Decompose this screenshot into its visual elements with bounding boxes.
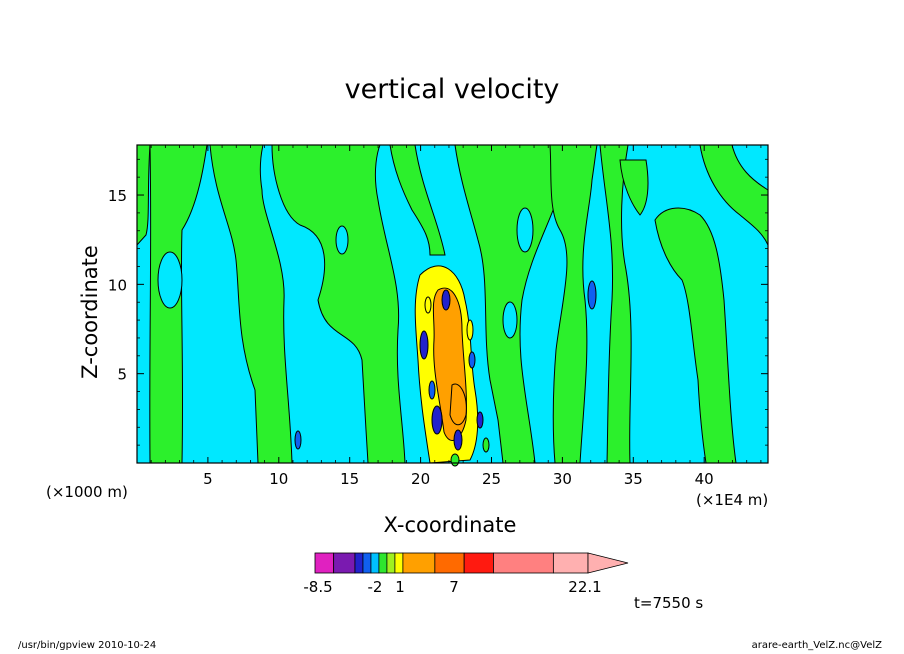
positive-cell-4	[482, 437, 490, 453]
negative-cell-4	[453, 429, 463, 451]
colorbar-extend-arrow	[587, 552, 629, 574]
negative-cell-9	[294, 430, 302, 450]
negative-cell-6	[428, 380, 436, 400]
negative-cell-7	[468, 351, 476, 369]
x-tick-label-10: 10	[269, 470, 288, 488]
negative-cell-3	[431, 405, 443, 435]
negative-cell-2	[441, 289, 451, 311]
colorbar-swatch-12	[552, 552, 589, 574]
colorbar-swatch-11	[493, 552, 554, 574]
colorbar-swatch-10	[463, 552, 494, 574]
colorbar-swatch-4	[370, 552, 380, 574]
x-axis-ticks: 5 10 15 20 25 30 35 40	[150, 145, 762, 488]
x-tick-label-20: 20	[411, 470, 430, 488]
positive-cell-1	[424, 296, 432, 314]
x-axis-label: X-coordinate	[383, 513, 517, 537]
plot-frame	[136, 144, 769, 464]
colorbar-swatch-6	[386, 552, 396, 574]
x-tick-label-5: 5	[203, 470, 213, 488]
y-tick-label-10: 10	[108, 276, 127, 294]
positive-cell-2	[466, 319, 474, 341]
positive-region-column-8	[619, 159, 649, 216]
x-tick-label-30: 30	[553, 470, 572, 488]
footer-program-date: /usr/bin/gpview 2010-10-24	[18, 640, 157, 651]
background-patch-1	[157, 251, 183, 309]
positive-region-column-4	[389, 144, 446, 256]
convective-core-orange-2	[449, 383, 467, 426]
background-patch-3	[516, 207, 534, 253]
colorbar-swatch-9	[434, 552, 465, 574]
colorbar-tick-label: 7	[449, 578, 459, 596]
negative-cell-1	[419, 330, 429, 360]
chart-title: vertical velocity	[344, 74, 560, 105]
colorbar-swatch-1	[333, 552, 356, 574]
plot-area	[136, 144, 769, 467]
colorbar-swatch-2	[354, 552, 364, 574]
y-tick-label-5: 5	[117, 366, 127, 384]
time-annotation: t=7550 s	[634, 594, 704, 612]
x-unit-right-label: (×1E4 m)	[696, 491, 769, 509]
colorbar-swatch-0	[314, 552, 335, 574]
y-axis-ticks: 5 10 15	[108, 158, 768, 446]
colorbar: -8.5 -2 1 7 22.1	[303, 552, 629, 596]
colorbar-tick-label: -8.5	[303, 578, 332, 596]
y-axis-label: Z-coordinate	[78, 245, 102, 379]
colorbar-swatch-5	[378, 552, 388, 574]
colorbar-swatch-7	[394, 552, 404, 574]
positive-region-column-2	[209, 144, 293, 464]
background-patch-4	[502, 301, 518, 339]
colorbar-tick-label: 1	[395, 578, 405, 596]
positive-region-left-column	[149, 144, 208, 464]
colorbar-tick-label: 22.1	[568, 578, 601, 596]
colorbar-swatch-3	[362, 552, 372, 574]
x-tick-label-35: 35	[624, 470, 643, 488]
colorbar-tick-label: -2	[368, 578, 383, 596]
negative-cell-8	[587, 280, 597, 310]
positive-region-right-edge	[699, 144, 769, 246]
colorbar-swatch-8	[402, 552, 436, 574]
negative-cell-5	[476, 411, 484, 429]
x-tick-label-40: 40	[695, 470, 714, 488]
y-tick-label-15: 15	[108, 187, 127, 205]
x-tick-label-15: 15	[340, 470, 359, 488]
positive-cell-3	[450, 453, 460, 467]
x-tick-label-25: 25	[482, 470, 501, 488]
footer-file-variable: arare-earth_VelZ.nc@VelZ	[751, 640, 882, 651]
background-patch-2	[335, 225, 349, 255]
x-unit-left-label: (×1000 m)	[46, 483, 128, 501]
